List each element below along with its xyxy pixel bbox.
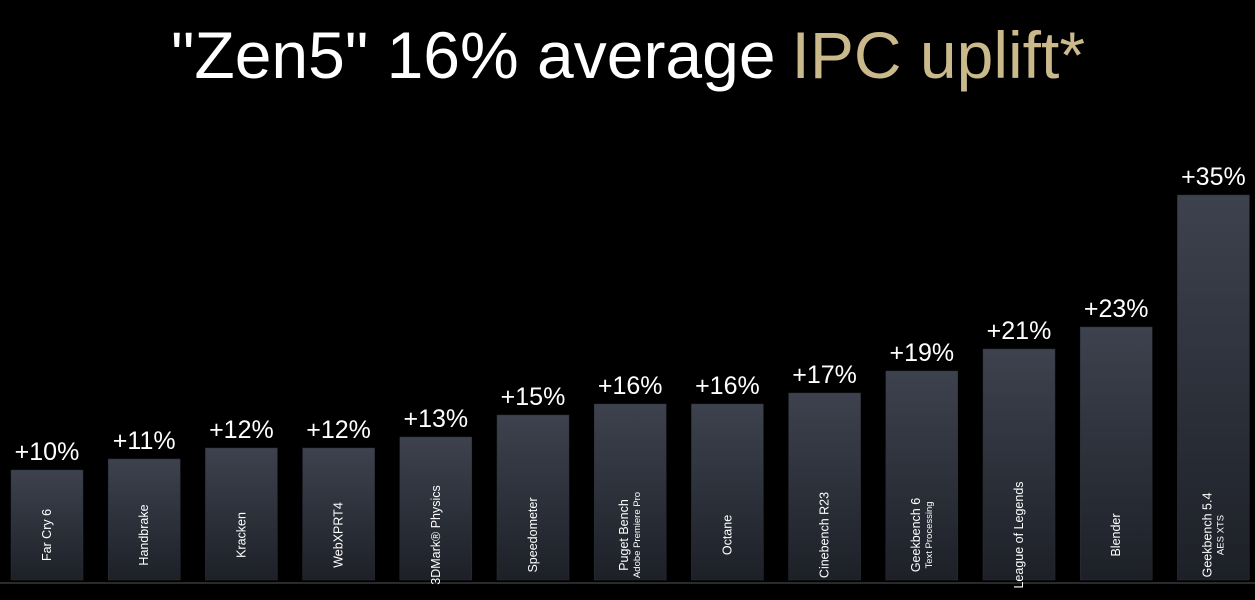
value-label: +12% <box>306 416 371 444</box>
bar <box>1079 326 1153 581</box>
value-label: +11% <box>113 427 176 455</box>
category-label: Geekbench 5.4 <box>1200 493 1214 578</box>
category-label-group: Far Cry 6 <box>40 509 54 561</box>
category-label: League of Legends <box>1012 481 1026 588</box>
bar <box>885 370 959 581</box>
bar <box>107 458 181 581</box>
category-label-group: Cinebench R23 <box>818 492 832 578</box>
category-label-group: Blender <box>1109 513 1123 556</box>
category-label: Speedometer <box>526 497 540 572</box>
value-label: +21% <box>987 317 1052 345</box>
bar <box>302 447 375 581</box>
category-label-group: Kracken <box>234 512 248 558</box>
chart-title: "Zen5" 16% average IPC uplift* <box>171 18 1085 92</box>
value-label: +23% <box>1084 295 1149 323</box>
category-label: Cinebench R23 <box>818 492 832 578</box>
category-label-group: Geekbench 5.4 AES XTS <box>1200 493 1226 578</box>
value-label: +35% <box>1181 163 1246 191</box>
bar <box>691 403 764 581</box>
category-label-group: League of Legends <box>1012 481 1026 588</box>
bar <box>982 348 1056 581</box>
category-label: WebXPRT4 <box>332 502 346 568</box>
value-label: +17% <box>792 361 857 389</box>
bar <box>788 392 861 581</box>
category-label-group: Octane <box>720 515 734 555</box>
category-label: Blender <box>1109 513 1123 556</box>
title-highlight: IPC uplift* <box>792 18 1085 92</box>
value-label: +16% <box>598 372 663 400</box>
bar <box>10 469 84 581</box>
category-label: 3DMark® Physics <box>429 485 443 585</box>
value-label: +10% <box>15 438 80 466</box>
bar <box>399 436 473 581</box>
value-label: +19% <box>889 339 954 367</box>
category-label: Octane <box>720 515 734 555</box>
title-main: "Zen5" 16% average <box>171 18 776 92</box>
category-label-group: 3DMark® Physics <box>429 485 443 585</box>
value-label: +13% <box>403 405 468 433</box>
value-label: +12% <box>209 416 274 444</box>
category-label-group: Puget Bench Adobe Premiere Pro <box>617 492 643 578</box>
category-label: Puget Bench <box>617 499 631 571</box>
category-sublabel: Text Processing <box>924 501 935 568</box>
category-label: Kracken <box>234 512 248 558</box>
value-label: +16% <box>695 372 760 400</box>
category-label-group: Speedometer <box>526 497 540 572</box>
category-label: Handbrake <box>137 504 151 565</box>
bar <box>496 414 570 581</box>
category-label-group: Handbrake <box>137 504 151 565</box>
category-sublabel: AES XTS <box>1215 515 1226 555</box>
bar <box>205 447 278 581</box>
value-label: +15% <box>501 383 566 411</box>
category-label-group: Geekbench 6 Text Processing <box>909 498 935 572</box>
category-label: Far Cry 6 <box>40 509 54 561</box>
bar <box>593 403 667 581</box>
category-label: Geekbench 6 <box>909 498 923 572</box>
bar <box>1177 194 1250 581</box>
category-sublabel: Adobe Premiere Pro <box>632 492 643 578</box>
category-label-group: WebXPRT4 <box>332 502 346 568</box>
